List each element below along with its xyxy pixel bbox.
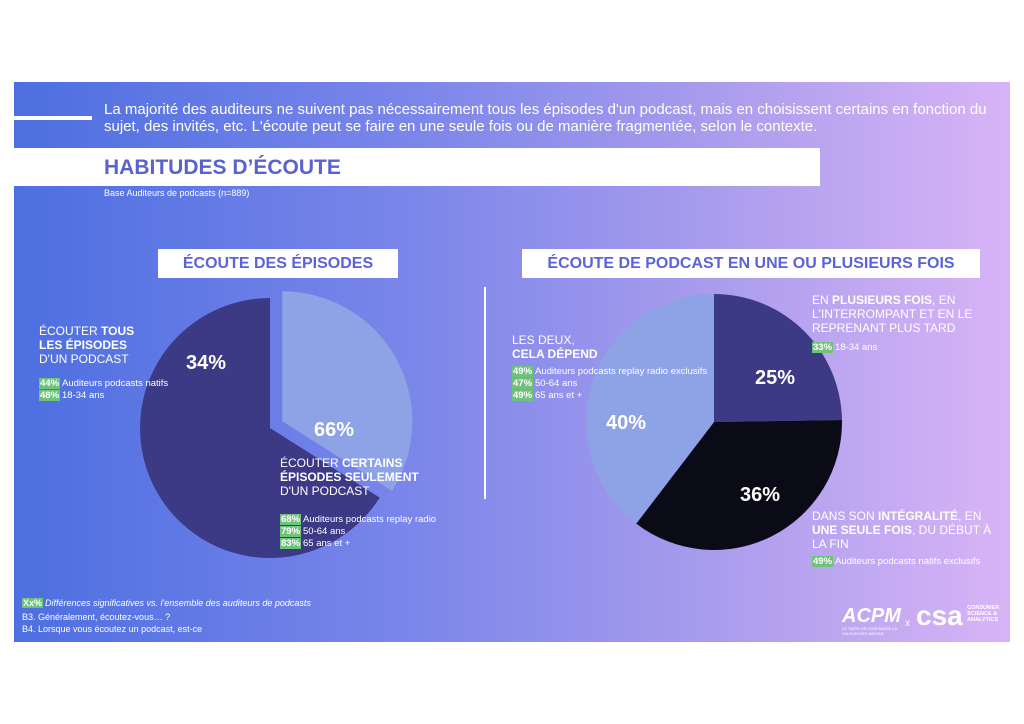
stat-badge: 68% (280, 514, 302, 525)
csa-logo: csa CONSUMER SCIENCE & ANALYTICS (916, 600, 1000, 631)
section-divider (484, 287, 486, 499)
pie-slice-all-episodes (282, 291, 413, 491)
some-episodes-value: 66% (314, 419, 355, 441)
base-note: Base Auditeurs de podcasts (n=889) (104, 188, 250, 198)
once-value: 36% (740, 484, 781, 506)
both-stat: 47% 50-64 ans (512, 378, 578, 389)
multi-value: 25% (755, 367, 796, 389)
stat-badge: 79% (280, 526, 302, 537)
some-episodes-stat: 83% 65 ans et + (280, 538, 351, 549)
both-value: 40% (606, 412, 647, 434)
all-episodes-stat: 44% Auditeurs podcasts natifs (39, 378, 169, 389)
once-stat: 49% Auditeurs podcasts natifs exclusifs (812, 556, 981, 567)
left-chart-title: ÉCOUTE DES ÉPISODES (158, 249, 398, 278)
stat-badge: 83% (280, 538, 302, 549)
times-separator: x (905, 618, 910, 629)
pie-slice-some-episodes (140, 297, 380, 558)
question-b3: B3. Généralement, écoutez-vous… ? (22, 612, 171, 622)
both-label: LES DEUX, CELA DÉPEND (512, 333, 598, 361)
all-episodes-stat: 48% 18-34 ans (39, 390, 105, 401)
page-title: HABITUDES D’ÉCOUTE (104, 156, 341, 179)
stat-badge: 33% (812, 342, 834, 353)
stat-badge: 44% (39, 378, 61, 389)
significance-legend: Xx% Différences significatives vs. l'ense… (22, 598, 311, 608)
some-episodes-stat: 68% Auditeurs podcasts replay radio (280, 514, 437, 525)
pie-slice-multiple-times (714, 294, 842, 422)
multi-label: EN PLUSIEURS FOIS, EN L'INTERROMPANT ET … (812, 293, 973, 335)
pie-slice-in-one-go (636, 420, 842, 550)
episodes-pie-chart (140, 291, 842, 558)
stat-badge: 48% (39, 390, 61, 401)
stat-badge: 49% (812, 556, 834, 567)
legend-badge: Xx% (22, 598, 44, 608)
stat-badge: 49% (512, 366, 534, 377)
intro-accent-bar (14, 116, 92, 120)
stat-badge: 47% (512, 378, 534, 389)
all-episodes-label: ÉCOUTER TOUS LES ÉPISODES D'UN PODCAST (39, 324, 135, 366)
acpm-logo: ACPM LE TIERS DE CONFIANCE LA VALEUR DES… (842, 605, 901, 636)
both-stat: 49% Auditeurs podcasts replay radio exclu… (512, 366, 708, 377)
pie-slice-both (585, 294, 714, 524)
once-label: DANS SON INTÉGRALITÉ, EN UNE SEULE FOIS,… (812, 509, 992, 551)
slide: La majorité des auditeurs ne suivent pas… (14, 82, 1010, 642)
intro-text: La majorité des auditeurs ne suivent pas… (104, 101, 987, 135)
both-stat: 49% 65 ans et + (512, 390, 583, 401)
question-b4: B4. Lorsque vous écoutez un podcast, est… (22, 624, 203, 634)
all-episodes-value: 34% (186, 352, 227, 374)
some-episodes-stat: 79% 50-64 ans (280, 526, 346, 537)
stat-badge: 49% (512, 390, 534, 401)
multi-stat: 33% 18-34 ans (812, 342, 878, 353)
title-banner: HABITUDES D’ÉCOUTE (14, 148, 820, 186)
right-chart-title: ÉCOUTE DE PODCAST EN UNE OU PLUSIEURS FO… (522, 249, 980, 278)
some-episodes-label: ÉCOUTER CERTAINS ÉPISODES SEULEMENT D'UN … (280, 456, 419, 498)
